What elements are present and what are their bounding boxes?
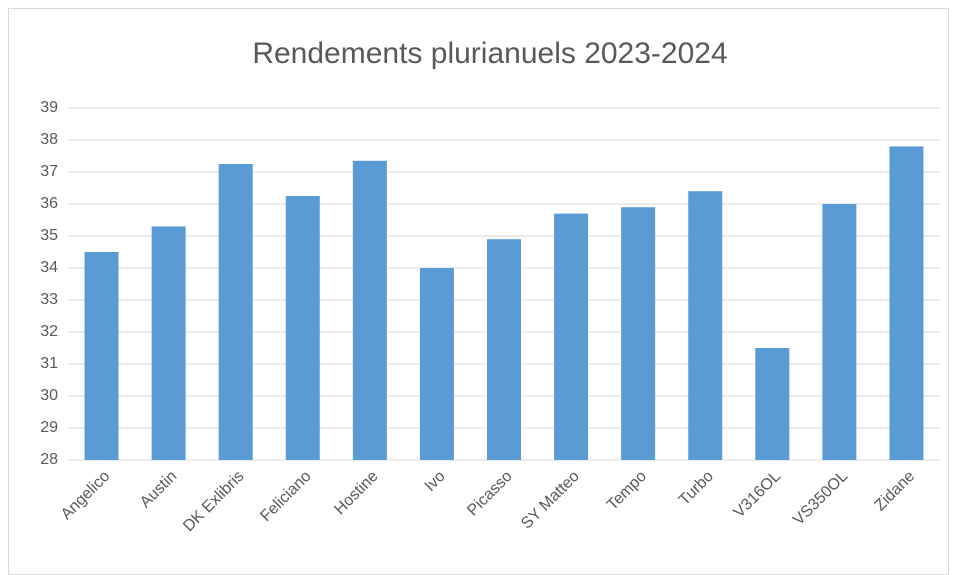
chart-title: Rendements plurianuels 2023-2024 [252,37,727,70]
bar [621,207,656,460]
bar [84,252,119,460]
y-tick-label: 36 [40,195,58,212]
y-tick-label: 28 [40,451,58,468]
bar [352,160,387,461]
y-tick-label: 32 [40,323,58,340]
bar [554,213,589,460]
bar [688,191,723,460]
bar [755,348,790,460]
bar [218,164,253,460]
y-tick-label: 38 [40,131,58,148]
y-tick-label: 33 [40,291,58,308]
bar [151,226,186,460]
y-tick-label: 35 [40,227,58,244]
y-tick-label: 34 [40,259,58,276]
bar [285,196,320,460]
y-tick-label: 29 [40,419,58,436]
y-tick-label: 37 [40,163,58,180]
bar [487,239,521,460]
y-tick-label: 39 [40,99,58,116]
y-tick-label: 31 [40,355,58,372]
bar [419,268,454,460]
y-tick-label: 30 [40,387,58,404]
bar [822,204,857,460]
bar [889,146,924,460]
